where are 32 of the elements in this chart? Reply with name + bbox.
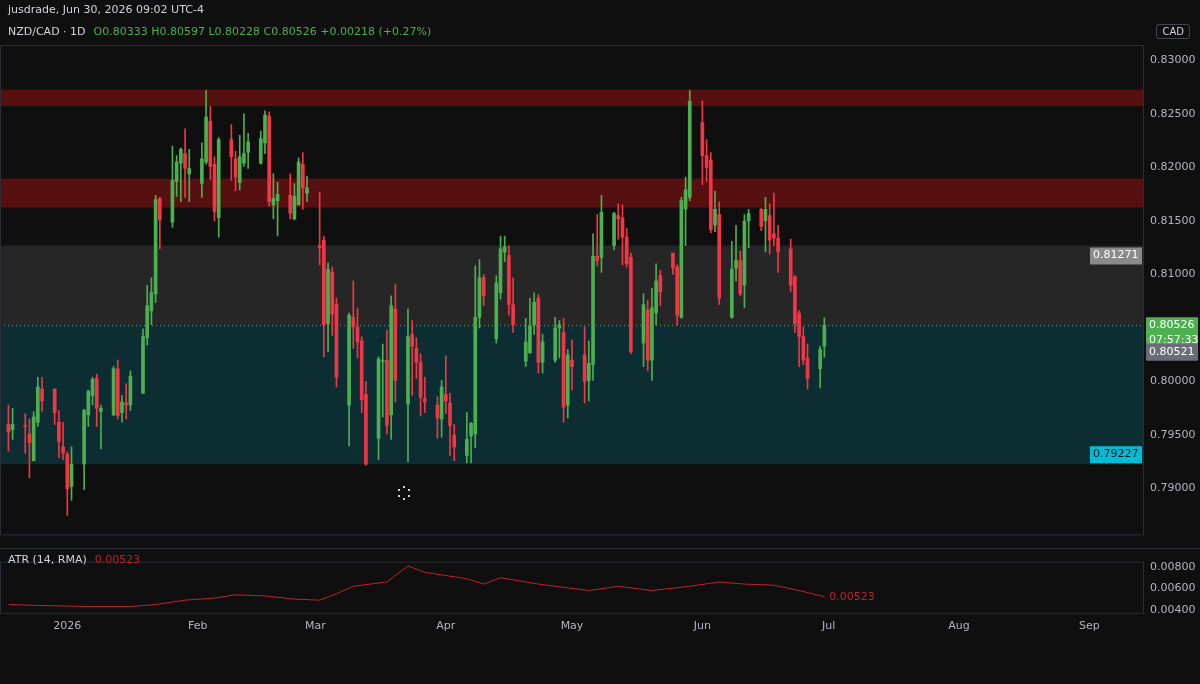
y-tick-label: 0.81500 (1150, 213, 1196, 227)
x-tick-label: Aug (948, 619, 970, 633)
x-tick-label: Apr (436, 619, 456, 633)
y-tick-label: 0.00400 (1150, 602, 1196, 616)
text: 0.00523 (94, 553, 141, 566)
y-tick-label: 0.00800 (1150, 559, 1196, 573)
y-tick-label: 0.79000 (1150, 481, 1196, 495)
x-tick-label: Jul (820, 619, 836, 633)
y-tick-label: 0.82000 (1150, 160, 1196, 174)
y-tick-label: 0.82500 (1150, 106, 1196, 120)
band-label: 0.81271 (1093, 248, 1139, 262)
band-label: 0.79227 (1093, 447, 1139, 461)
text: jusdrade, Jun 30, 2026 09:02 UTC-4 (8, 3, 204, 16)
x-tick-label: Jun (692, 619, 711, 633)
chart-subtitle: O0.80333 H0.80597 L0.80228 C0.80526 +0.00218 (+0.27%) (93, 25, 432, 38)
text: CAD (1156, 24, 1190, 39)
y-tick-label: 0.80000 (1150, 374, 1196, 388)
x-tick-label: Feb (187, 619, 208, 633)
x-tick-label: 2026 (53, 619, 82, 633)
y-tick-label: 0.81000 (1150, 267, 1196, 281)
y-tick-label: 0.00600 (1150, 581, 1196, 595)
text: 07:57:33 (1149, 333, 1199, 347)
ref-line-label: 0.80521 (1149, 344, 1195, 358)
x-tick-label: May (560, 619, 584, 633)
data-label: 0.00523 (829, 589, 875, 603)
y-tick-label: 0.83000 (1150, 53, 1196, 67)
x-tick-label: Sep (1078, 619, 1100, 633)
chart-title: ATR (14, RMA) (8, 553, 87, 566)
chart-title: NZD/CAD · 1D (8, 25, 86, 38)
y-tick-label: 0.79500 (1150, 427, 1196, 441)
ref-line-label: 0.80526 (1149, 318, 1195, 332)
x-tick-label: Mar (305, 619, 327, 633)
